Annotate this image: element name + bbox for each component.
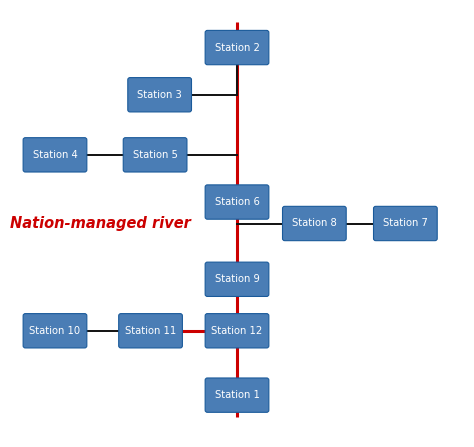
FancyBboxPatch shape <box>205 262 269 296</box>
FancyBboxPatch shape <box>123 138 187 172</box>
Text: Station 10: Station 10 <box>29 326 81 336</box>
Text: Nation-managed river: Nation-managed river <box>10 216 191 231</box>
FancyBboxPatch shape <box>23 138 87 172</box>
FancyBboxPatch shape <box>374 207 437 240</box>
Text: Station 3: Station 3 <box>137 90 182 100</box>
Text: Station 4: Station 4 <box>33 150 77 160</box>
FancyBboxPatch shape <box>23 314 87 348</box>
Text: Station 5: Station 5 <box>133 150 178 160</box>
Text: Station 7: Station 7 <box>383 219 428 228</box>
Text: Station 2: Station 2 <box>215 42 259 53</box>
Text: Station 1: Station 1 <box>215 390 259 400</box>
FancyBboxPatch shape <box>205 314 269 348</box>
FancyBboxPatch shape <box>128 78 191 112</box>
Text: Station 9: Station 9 <box>215 274 259 284</box>
FancyBboxPatch shape <box>283 207 346 240</box>
Text: Station 11: Station 11 <box>125 326 176 336</box>
Text: Station 12: Station 12 <box>211 326 263 336</box>
FancyBboxPatch shape <box>205 378 269 412</box>
FancyBboxPatch shape <box>205 185 269 219</box>
Text: Station 8: Station 8 <box>292 219 337 228</box>
FancyBboxPatch shape <box>118 314 182 348</box>
FancyBboxPatch shape <box>205 30 269 65</box>
Text: Station 6: Station 6 <box>215 197 259 207</box>
